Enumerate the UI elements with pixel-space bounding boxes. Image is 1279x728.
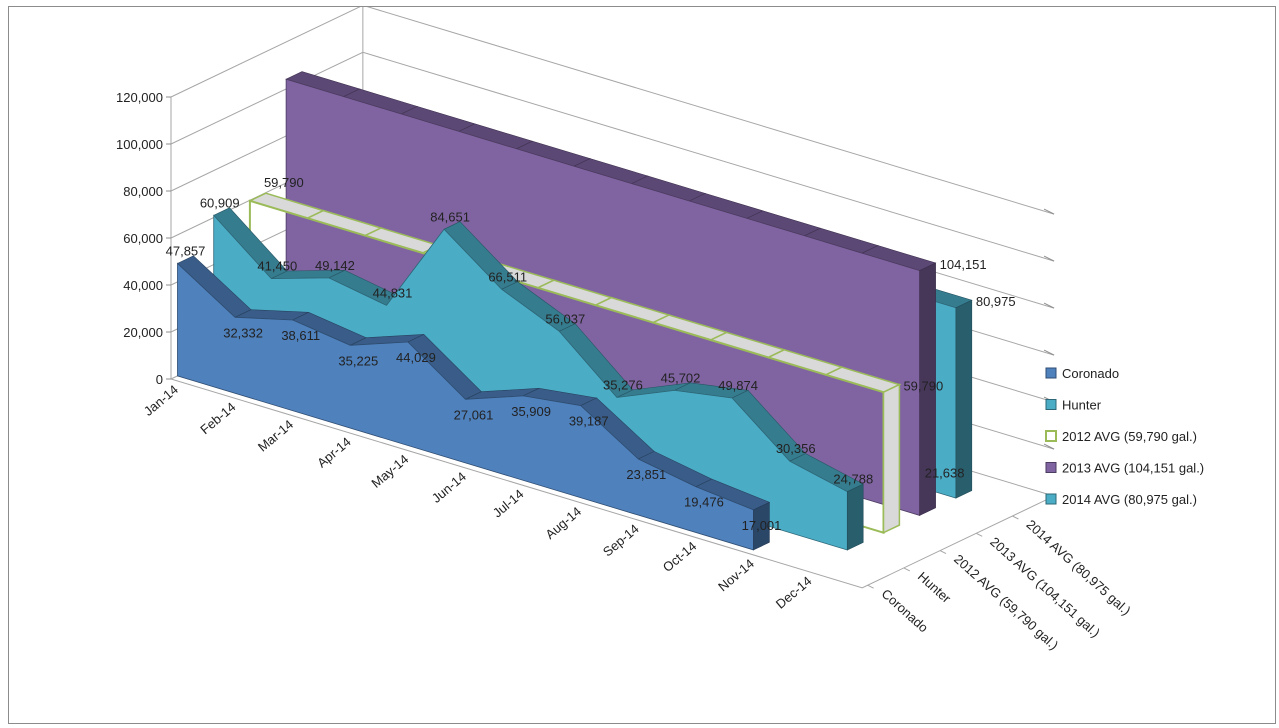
- legend-swatch: [1045, 430, 1057, 442]
- x-tick-label: Dec-14: [773, 573, 815, 611]
- data-labels: 104,151: [940, 257, 987, 272]
- x-tick-label: Oct-14: [660, 538, 700, 575]
- data-labels: 47,857 32,332 38,611 35,225 44,029 27,061 35,9…: [166, 243, 782, 533]
- right-wall-tick: [1043, 349, 1055, 356]
- series-coronado: 47,857 32,332 38,611 35,225 44,029 27,061 35,9…: [166, 243, 782, 551]
- x-tick-label: Jan-14: [141, 382, 181, 419]
- y-tick-label: 40,000: [123, 278, 163, 293]
- x-tick-label: Mar-14: [255, 417, 296, 455]
- y-tick-label: 120,000: [116, 90, 163, 105]
- ribbon-front: [248, 199, 885, 535]
- data-label: 32,332: [223, 325, 263, 340]
- x-tick-label: Nov-14: [715, 556, 757, 594]
- data-label: 41,450: [257, 259, 297, 274]
- legend-label: Hunter: [1062, 398, 1102, 413]
- y-tick-labels: 0 20,000 40,000 60,000 80,000 100,000 120,000: [116, 90, 171, 387]
- legend-swatch: [1045, 399, 1057, 410]
- series-group: 80,975 104,151 59,790 59,790 60,909 41,450 49,…: [166, 71, 1016, 551]
- data-label: 35,225: [338, 353, 378, 368]
- right-wall-tick: [1043, 208, 1055, 215]
- legend-label: 2013 AVG (104,151 gal.): [1062, 461, 1204, 476]
- right-wall-tick: [1043, 443, 1055, 450]
- data-label: 66,511: [488, 269, 527, 284]
- data-label: 47,857: [166, 243, 206, 258]
- data-label: 60,909: [200, 195, 240, 210]
- data-label: 39,187: [569, 414, 609, 429]
- data-label: 19,476: [684, 495, 724, 510]
- legend-swatch: [1045, 493, 1057, 505]
- depth-tick: [903, 567, 911, 572]
- data-label: 38,611: [281, 328, 320, 343]
- legend-label: Coronado: [1062, 366, 1119, 381]
- data-label: 17,001: [742, 518, 782, 533]
- data-label: 30,356: [776, 441, 816, 456]
- depth-tick: [976, 532, 983, 537]
- x-tick-label: Sep-14: [600, 521, 642, 559]
- chart-frame: 0 20,000 40,000 60,000 80,000 100,000 120,000 8…: [8, 6, 1276, 724]
- right-wall-tick: [1043, 255, 1055, 262]
- data-label: 23,851: [626, 467, 666, 482]
- depth-tick-label: Coronado: [879, 586, 931, 635]
- ribbon-end-cap: [753, 501, 770, 551]
- depth-tick: [867, 584, 874, 589]
- data-label: 80,975: [976, 294, 1016, 309]
- gridline: [170, 7, 1055, 215]
- x-tick-label: May-14: [368, 451, 411, 490]
- data-label: 24,788: [833, 472, 873, 487]
- data-label: 44,029: [396, 350, 436, 365]
- legend-label: 2012 AVG (59,790 gal.): [1062, 429, 1197, 444]
- data-label: 49,142: [315, 258, 355, 273]
- depth-tick: [1012, 515, 1019, 520]
- legend: Coronado Hunter 2012 AVG (59,790 gal.) 2013…: [1045, 366, 1204, 507]
- y-tick-label: 80,000: [123, 184, 163, 199]
- legend-label: 2014 AVG (80,975 gal.): [1062, 492, 1197, 507]
- data-label: 56,037: [545, 311, 585, 326]
- data-label: 49,874: [718, 378, 758, 393]
- data-label: 84,651: [430, 209, 470, 224]
- data-label: 27,061: [454, 407, 494, 422]
- x-tick-label: Jun-14: [429, 469, 469, 506]
- ribbon-end-cap: [846, 483, 864, 551]
- depth-tick-label: 2013 AVG (104,151 gal.): [987, 534, 1103, 640]
- x-tick-label: Feb-14: [197, 399, 238, 437]
- floor-edge: [170, 378, 1055, 589]
- depth-tick-label: Hunter: [915, 569, 955, 607]
- data-label: 21,638: [925, 465, 965, 480]
- depth-tick-label: 2014 AVG (80,975 gal.): [1023, 517, 1133, 618]
- ribbon-end-cap: [882, 383, 901, 534]
- right-wall-tick: [1043, 302, 1055, 309]
- y-tick-label: 20,000: [123, 325, 163, 340]
- ribbon-end-cap: [919, 262, 936, 516]
- depth-tick: [939, 550, 947, 555]
- data-label: 35,276: [603, 377, 643, 392]
- ribbon-front: [177, 262, 754, 551]
- x-tick-label: Aug-14: [542, 504, 584, 542]
- chart-svg: 020,00040,00060,00080,000100,000120,0008…: [116, 7, 1204, 653]
- legend-swatch: [1045, 462, 1057, 473]
- ribbon-end-cap: [955, 299, 973, 499]
- data-label: 35,909: [511, 404, 551, 419]
- y-tick-label: 60,000: [123, 231, 163, 246]
- data-label: 45,702: [661, 370, 701, 385]
- data-labels: 60,909 41,450 49,142 44,831 84,651 66,511 56,0…: [200, 195, 873, 486]
- x-tick-label: Apr-14: [314, 434, 354, 471]
- data-label: 44,831: [373, 285, 413, 300]
- ribbon-front: [213, 214, 848, 551]
- legend-swatch: [1045, 367, 1057, 379]
- data-label: 104,151: [940, 257, 987, 272]
- x-tick-label: Jul-14: [490, 486, 527, 520]
- depth-tick-label: 2012 AVG (59,790 gal.): [951, 551, 1061, 652]
- y-tick-label: 0: [156, 372, 163, 387]
- data-labels: 59,790 59,790: [264, 175, 943, 393]
- y-tick-label: 100,000: [116, 137, 163, 152]
- series-hunter: 60,909 41,450 49,142 44,831 84,651 66,511 56,0…: [200, 195, 873, 551]
- data-label: 59,790: [264, 175, 304, 190]
- data-label: 59,790: [903, 379, 943, 394]
- data-labels: 80,975: [976, 294, 1016, 309]
